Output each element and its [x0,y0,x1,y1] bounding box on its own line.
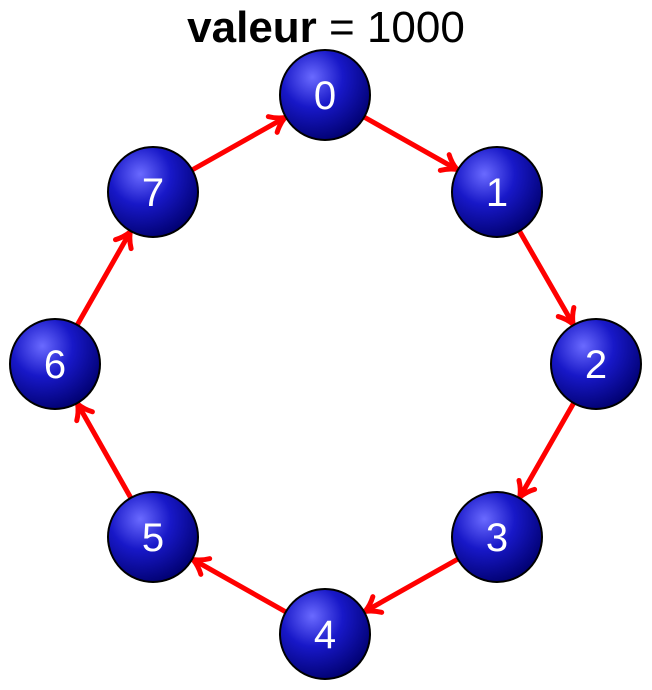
node-sphere [9,318,101,410]
node-label: 2 [585,343,607,387]
node-7: 7 [107,146,199,238]
arrow-line [187,115,288,174]
arrowhead [265,114,288,135]
diagram-title: valeur = 1000 [187,3,465,52]
arrow-line [359,113,460,172]
node-label: 3 [486,516,508,560]
edge-1-2 [515,225,577,327]
arrow-line [190,557,291,616]
arrow-line [517,397,578,500]
node-6: 6 [9,318,101,410]
edge-2-3 [516,397,578,500]
node-label: 1 [486,171,508,215]
node-label: 0 [314,74,336,118]
node-label: 5 [142,516,164,560]
edges [73,113,578,616]
title-separator: = [317,3,367,52]
node-4: 4 [279,588,371,680]
arrow-line [515,225,576,327]
edge-3-4 [362,555,463,615]
node-label: 7 [142,171,164,215]
node-1: 1 [451,146,543,238]
node-sphere [279,49,371,141]
edge-0-1 [359,113,460,173]
node-label: 6 [44,343,66,387]
node-2: 2 [550,318,642,410]
node-sphere [107,491,199,583]
node-sphere [279,588,371,680]
arrowhead [190,556,213,577]
edge-6-7 [73,229,134,331]
arrow-line [362,555,463,614]
node-5: 5 [107,491,199,583]
node-label: 4 [314,613,336,657]
title-value: 1000 [367,3,465,52]
edge-4-5 [190,556,291,616]
arrow-line [75,401,135,503]
node-sphere [107,146,199,238]
arrow-line [73,229,133,331]
title-label: valeur [187,3,317,52]
arrowhead [555,305,577,327]
arrowhead [112,229,134,252]
nodes: 0 1 2 3 4 5 6 7 [9,49,642,680]
edge-5-6 [74,401,135,503]
arrowhead [437,152,460,173]
edge-7-0 [187,114,288,174]
node-sphere [451,491,543,583]
arrowhead [362,594,385,615]
node-sphere [451,146,543,238]
node-sphere [550,318,642,410]
node-3: 3 [451,491,543,583]
node-0: 0 [279,49,371,141]
